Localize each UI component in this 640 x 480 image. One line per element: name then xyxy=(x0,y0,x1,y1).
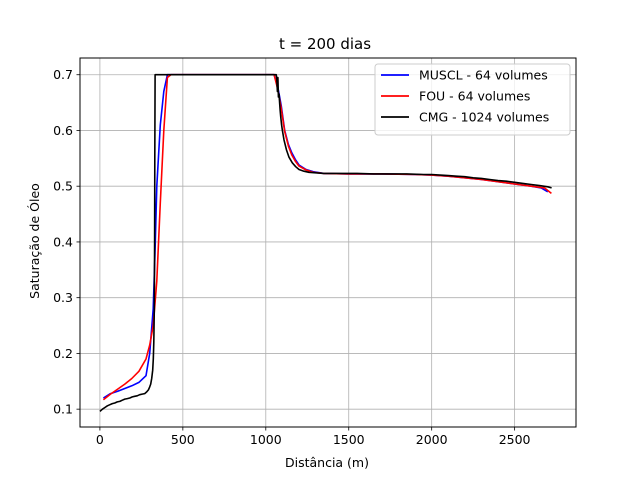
legend: MUSCL - 64 volumes FOU - 64 volumes CMG - … xyxy=(374,63,571,136)
series-layer xyxy=(99,73,552,413)
legend-box xyxy=(374,63,571,136)
y-tick-label: 0.7 xyxy=(53,67,73,82)
legend-label: FOU - 64 volumes xyxy=(419,89,530,104)
x-tick-label: 2000 xyxy=(416,432,448,447)
plot-frame xyxy=(79,57,577,428)
x-tick-label: 2500 xyxy=(499,432,531,447)
x-tick-label: 1500 xyxy=(333,432,365,447)
y-tick-label: 0.3 xyxy=(53,290,73,305)
y-tick-label: 0.2 xyxy=(53,346,73,361)
y-tick-label: 0.4 xyxy=(53,234,73,249)
legend-label: CMG - 1024 volumes xyxy=(419,110,549,125)
legend-label: MUSCL - 64 volumes xyxy=(419,68,548,83)
y-tick-label: 0.6 xyxy=(53,123,73,138)
x-tick-label: 0 xyxy=(96,432,104,447)
y-tick-label: 0.5 xyxy=(53,179,73,194)
x-tick-label: 500 xyxy=(171,432,195,447)
y-tick-label: 0.1 xyxy=(53,402,73,417)
y-axis-title: Saturação de Óleo xyxy=(27,183,42,299)
chart-title: t = 200 dias xyxy=(279,35,371,53)
x-tick-label: 1000 xyxy=(250,432,282,447)
ticks: 0 500 1000 1500 2000 2500 0.1 0.2 0.3 0.4 0.5 0.6 0.… xyxy=(53,67,530,447)
x-axis-title: Distância (m) xyxy=(285,455,369,470)
series-line-2 xyxy=(102,73,552,401)
series-line-3 xyxy=(99,73,552,413)
